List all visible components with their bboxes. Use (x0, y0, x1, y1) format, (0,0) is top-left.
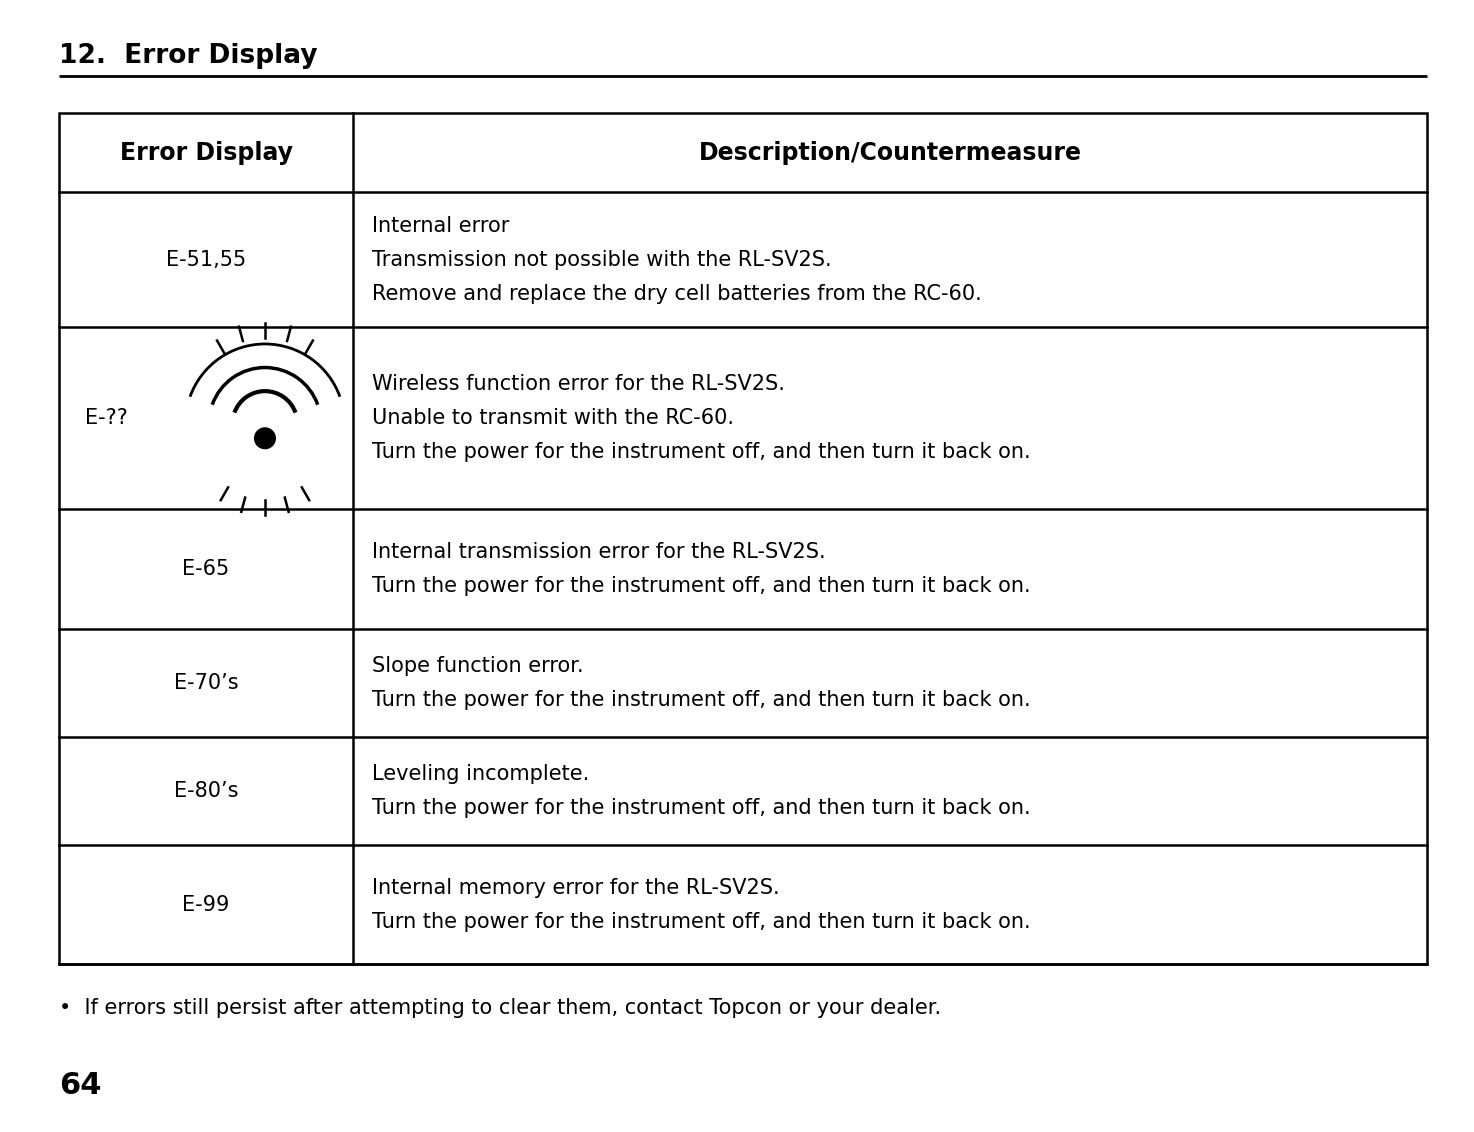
Text: Leveling incomplete.: Leveling incomplete. (373, 764, 590, 783)
Text: E-51,55: E-51,55 (167, 250, 246, 269)
Text: Slope function error.: Slope function error. (373, 655, 584, 676)
Text: Wireless function error for the RL-SV2S.: Wireless function error for the RL-SV2S. (373, 374, 786, 394)
FancyBboxPatch shape (59, 113, 1427, 964)
Text: Internal transmission error for the RL-SV2S.: Internal transmission error for the RL-S… (373, 542, 825, 561)
Text: •  If errors still persist after attempting to clear them, contact Topcon or you: • If errors still persist after attempti… (59, 998, 940, 1019)
Text: Remove and replace the dry cell batteries from the RC-60.: Remove and replace the dry cell batterie… (373, 284, 982, 303)
Text: E-99: E-99 (183, 894, 230, 915)
Text: Turn the power for the instrument off, and then turn it back on.: Turn the power for the instrument off, a… (373, 441, 1030, 462)
Text: 64: 64 (59, 1071, 102, 1100)
Text: E-65: E-65 (183, 559, 230, 578)
Text: Description/Countermeasure: Description/Countermeasure (699, 140, 1082, 165)
Text: Error Display: Error Display (119, 140, 292, 165)
Text: Transmission not possible with the RL-SV2S.: Transmission not possible with the RL-SV… (373, 250, 831, 269)
Text: E-70’s: E-70’s (174, 672, 239, 693)
Text: Internal memory error for the RL-SV2S.: Internal memory error for the RL-SV2S. (373, 877, 780, 898)
Text: E-??: E-?? (85, 408, 128, 428)
Text: Unable to transmit with the RC-60.: Unable to transmit with the RC-60. (373, 408, 734, 428)
Text: E-80’s: E-80’s (174, 781, 239, 800)
Text: Internal error: Internal error (373, 216, 510, 235)
Text: Turn the power for the instrument off, and then turn it back on.: Turn the power for the instrument off, a… (373, 576, 1030, 595)
Text: Turn the power for the instrument off, and then turn it back on.: Turn the power for the instrument off, a… (373, 689, 1030, 710)
Text: Turn the power for the instrument off, and then turn it back on.: Turn the power for the instrument off, a… (373, 911, 1030, 932)
Text: 12.  Error Display: 12. Error Display (59, 43, 317, 69)
Text: Turn the power for the instrument off, and then turn it back on.: Turn the power for the instrument off, a… (373, 798, 1030, 817)
Ellipse shape (255, 428, 276, 448)
